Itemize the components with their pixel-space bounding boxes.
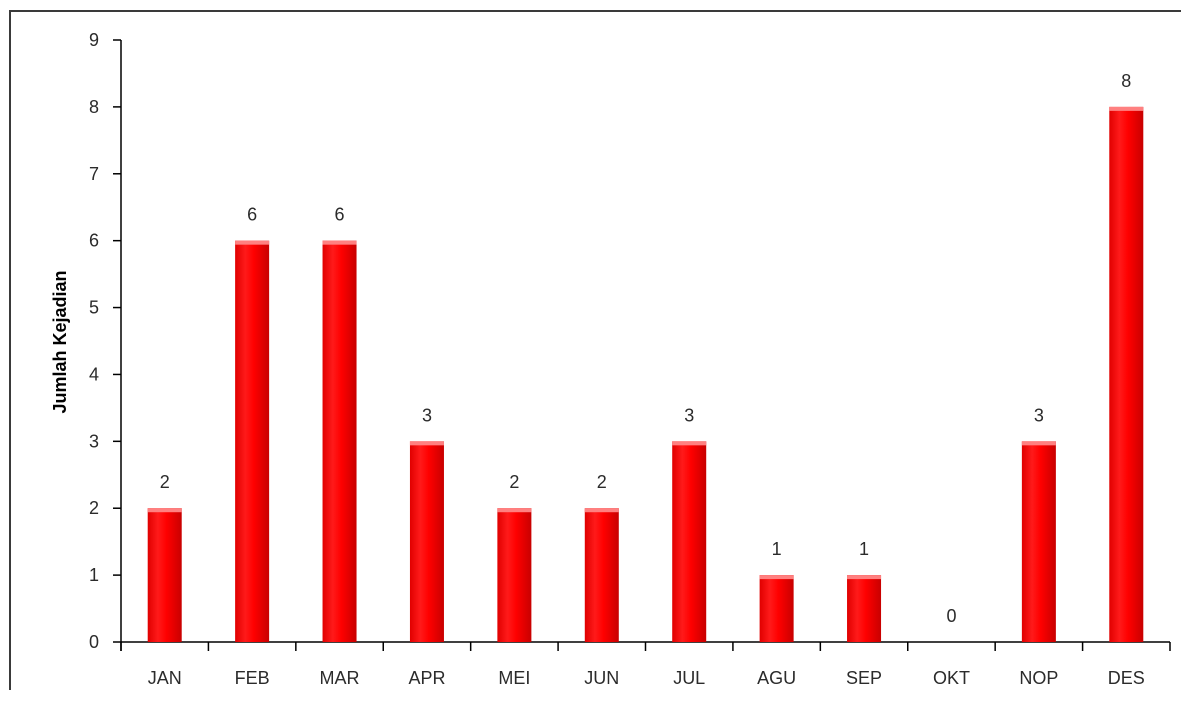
y-axis-title: Jumlah Kejadian	[50, 270, 70, 413]
x-tick-label-jul: JUL	[673, 668, 705, 688]
y-tick-label: 6	[89, 231, 99, 251]
bar-apr	[409, 441, 444, 642]
bar-nop	[1021, 441, 1056, 642]
bar-cap-jan	[147, 508, 182, 513]
bar-cap-mar	[322, 240, 357, 245]
bar-cap-des	[1109, 106, 1144, 111]
bar-mar	[322, 240, 357, 642]
bar-jun	[584, 508, 619, 642]
bar-cap-jul	[672, 441, 707, 446]
y-tick-label: 4	[89, 364, 99, 384]
bar-sep	[847, 575, 882, 642]
data-label-mei: 2	[509, 472, 519, 492]
x-tick-label-nop: NOP	[1019, 668, 1058, 688]
bar-cap-sep	[847, 575, 882, 580]
bar-jan	[147, 508, 182, 642]
data-label-jun: 2	[597, 472, 607, 492]
data-label-jan: 2	[160, 472, 170, 492]
x-tick-label-sep: SEP	[846, 668, 882, 688]
y-tick-label: 8	[89, 97, 99, 117]
y-tick-label: 7	[89, 164, 99, 184]
bar-cap-nop	[1021, 441, 1056, 446]
x-tick-label-okt: OKT	[933, 668, 970, 688]
x-tick-label-apr: APR	[408, 668, 445, 688]
bar-des	[1109, 106, 1144, 642]
y-tick-label: 1	[89, 565, 99, 585]
x-tick-label-jun: JUN	[584, 668, 619, 688]
bar-cap-jun	[584, 508, 619, 513]
bar-cap-feb	[235, 240, 270, 245]
bar-feb	[235, 240, 270, 642]
y-tick-label: 0	[89, 632, 99, 652]
data-label-nop: 3	[1034, 405, 1044, 425]
bar-agu	[759, 575, 794, 642]
x-tick-label-jan: JAN	[148, 668, 182, 688]
x-tick-label-mei: MEI	[498, 668, 530, 688]
data-label-okt: 0	[946, 606, 956, 626]
bar-jul	[672, 441, 707, 642]
data-label-jul: 3	[684, 405, 694, 425]
data-label-feb: 6	[247, 205, 257, 225]
x-tick-label-feb: FEB	[235, 668, 270, 688]
x-tick-label-mar: MAR	[320, 668, 360, 688]
data-label-sep: 1	[859, 539, 869, 559]
y-tick-label: 5	[89, 298, 99, 318]
bar-cap-apr	[409, 441, 444, 446]
bar-mei	[497, 508, 532, 642]
x-tick-label-des: DES	[1108, 668, 1145, 688]
data-label-des: 8	[1121, 71, 1131, 91]
y-tick-label: 9	[89, 30, 99, 50]
x-tick-label-agu: AGU	[757, 668, 796, 688]
data-label-apr: 3	[422, 405, 432, 425]
bar-cap-agu	[759, 575, 794, 580]
y-tick-label: 3	[89, 431, 99, 451]
bar-cap-mei	[497, 508, 532, 513]
data-label-agu: 1	[772, 539, 782, 559]
data-label-mar: 6	[335, 205, 345, 225]
y-tick-label: 2	[89, 498, 99, 518]
